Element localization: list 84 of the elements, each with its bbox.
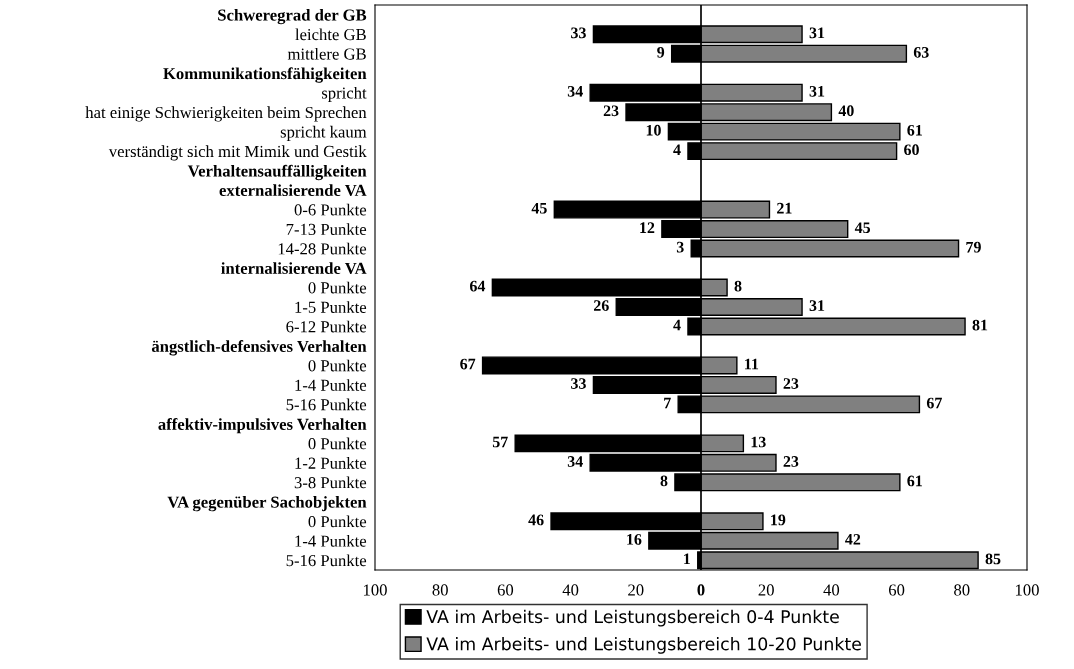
y-tick-label: 3-8 Punkte xyxy=(294,476,367,489)
data-label: 19 xyxy=(771,514,786,526)
y-tick-label: spricht xyxy=(321,86,367,102)
data-label: 33 xyxy=(571,27,586,39)
data-label: 23 xyxy=(783,456,799,467)
data-label: 10 xyxy=(646,124,661,136)
y-tick-label: 6-12 Punkte xyxy=(286,320,367,333)
x-tick-label: 20 xyxy=(628,584,644,596)
y-tick-label: 14-28 Punkte xyxy=(278,242,367,255)
x-tick-label: 80 xyxy=(432,584,448,596)
data-label: 81 xyxy=(972,319,988,331)
x-tick-label: 60 xyxy=(888,584,905,596)
data-label: 23 xyxy=(603,105,619,117)
y-tick-label: 5-16 Punkte xyxy=(286,398,367,411)
data-label: 46 xyxy=(528,514,544,526)
x-tick-label: 0 xyxy=(697,584,705,596)
data-label: 26 xyxy=(593,300,609,311)
x-tick-label: 80 xyxy=(954,584,970,596)
y-tick-label: 1-5 Punkte xyxy=(295,301,367,313)
data-label: 40 xyxy=(838,105,854,117)
legend-label: VA im Arbeits- und Leistungsbereich 10-20 Punkte xyxy=(426,636,861,654)
data-label: 42 xyxy=(845,534,861,545)
y-tick-label: hat einige Schwierigkeiten beim Sprechen xyxy=(85,106,367,122)
y-tick-label: verständigt sich mit Mimik und Gestik xyxy=(108,145,367,161)
data-label: 11 xyxy=(745,358,759,370)
x-tick-label: 100 xyxy=(363,584,387,596)
y-tick-label: internalisierende VA xyxy=(221,262,367,275)
x-tick-label: 60 xyxy=(497,584,514,596)
data-label: 4 xyxy=(673,144,681,155)
y-tick-label: Schweregrad der GB xyxy=(218,8,367,25)
data-label: 31 xyxy=(809,85,825,97)
y-tick-label: 0 Punkte xyxy=(308,437,367,450)
y-tick-label: 1-2 Punkte xyxy=(295,457,367,469)
y-tick-label: 1-4 Punkte xyxy=(295,379,367,391)
data-label: 1 xyxy=(684,553,690,565)
data-label: 34 xyxy=(567,85,583,97)
y-tick-label: ängstlich-defensives Verhalten xyxy=(151,340,367,356)
y-tick-label: 0 Punkte xyxy=(308,281,367,294)
x-tick-label: 20 xyxy=(758,584,774,596)
data-label: 8 xyxy=(660,475,668,487)
data-label: 67 xyxy=(460,358,476,370)
data-label: 3 xyxy=(676,241,684,253)
y-tick-label: 0 Punkte xyxy=(308,515,367,528)
x-tick-label: 40 xyxy=(562,584,579,596)
data-label: 23 xyxy=(783,378,799,389)
data-label: 60 xyxy=(904,144,919,156)
data-label: 61 xyxy=(907,475,922,487)
data-label: 12 xyxy=(640,222,655,233)
data-label: 13 xyxy=(751,436,766,448)
data-label: 9 xyxy=(657,46,665,58)
data-label: 63 xyxy=(913,46,929,58)
y-tick-label: 0 Punkte xyxy=(308,359,367,372)
data-label: 16 xyxy=(627,534,642,545)
y-tick-label: Verhaltensauffälligkeiten xyxy=(187,164,367,181)
data-label: 21 xyxy=(777,202,792,214)
y-tick-label: 0-6 Punkte xyxy=(294,203,367,216)
data-label: 45 xyxy=(531,202,547,214)
data-label: 31 xyxy=(809,27,825,39)
legend-label: VA im Arbeits- und Leistungsbereich 0-4 Punkte xyxy=(426,609,839,627)
y-tick-label: Kommunikationsfähigkeiten xyxy=(163,67,367,83)
y-tick-label: affektiv-impulsives Verhalten xyxy=(158,418,367,434)
data-label: 34 xyxy=(567,456,583,467)
data-label: 45 xyxy=(854,222,871,234)
data-label: 4 xyxy=(673,319,681,331)
x-tick-label: 100 xyxy=(1015,584,1039,596)
data-label: 7 xyxy=(664,397,671,409)
x-tick-label: 40 xyxy=(823,584,840,596)
data-label: 79 xyxy=(966,241,981,253)
data-label: 31 xyxy=(809,300,825,311)
data-label: 85 xyxy=(985,553,1001,565)
y-tick-label: mittlere GB xyxy=(287,47,366,60)
y-tick-label: spricht kaum xyxy=(280,125,367,141)
data-label: 8 xyxy=(734,280,742,292)
y-tick-label: 1-4 Punkte xyxy=(295,534,367,547)
data-label: 57 xyxy=(492,436,508,448)
y-tick-label: externalisierende VA xyxy=(219,184,367,197)
data-label: 64 xyxy=(469,280,486,292)
data-label: 67 xyxy=(926,397,942,409)
y-tick-label: leichte GB xyxy=(295,28,366,41)
y-tick-label: 7-13 Punkte xyxy=(286,223,367,235)
y-tick-label: 5-16 Punkte xyxy=(286,554,367,567)
data-label: 61 xyxy=(907,124,922,136)
data-label: 33 xyxy=(571,378,586,389)
y-tick-label: VA gegenüber Sachobjekten xyxy=(167,496,367,512)
